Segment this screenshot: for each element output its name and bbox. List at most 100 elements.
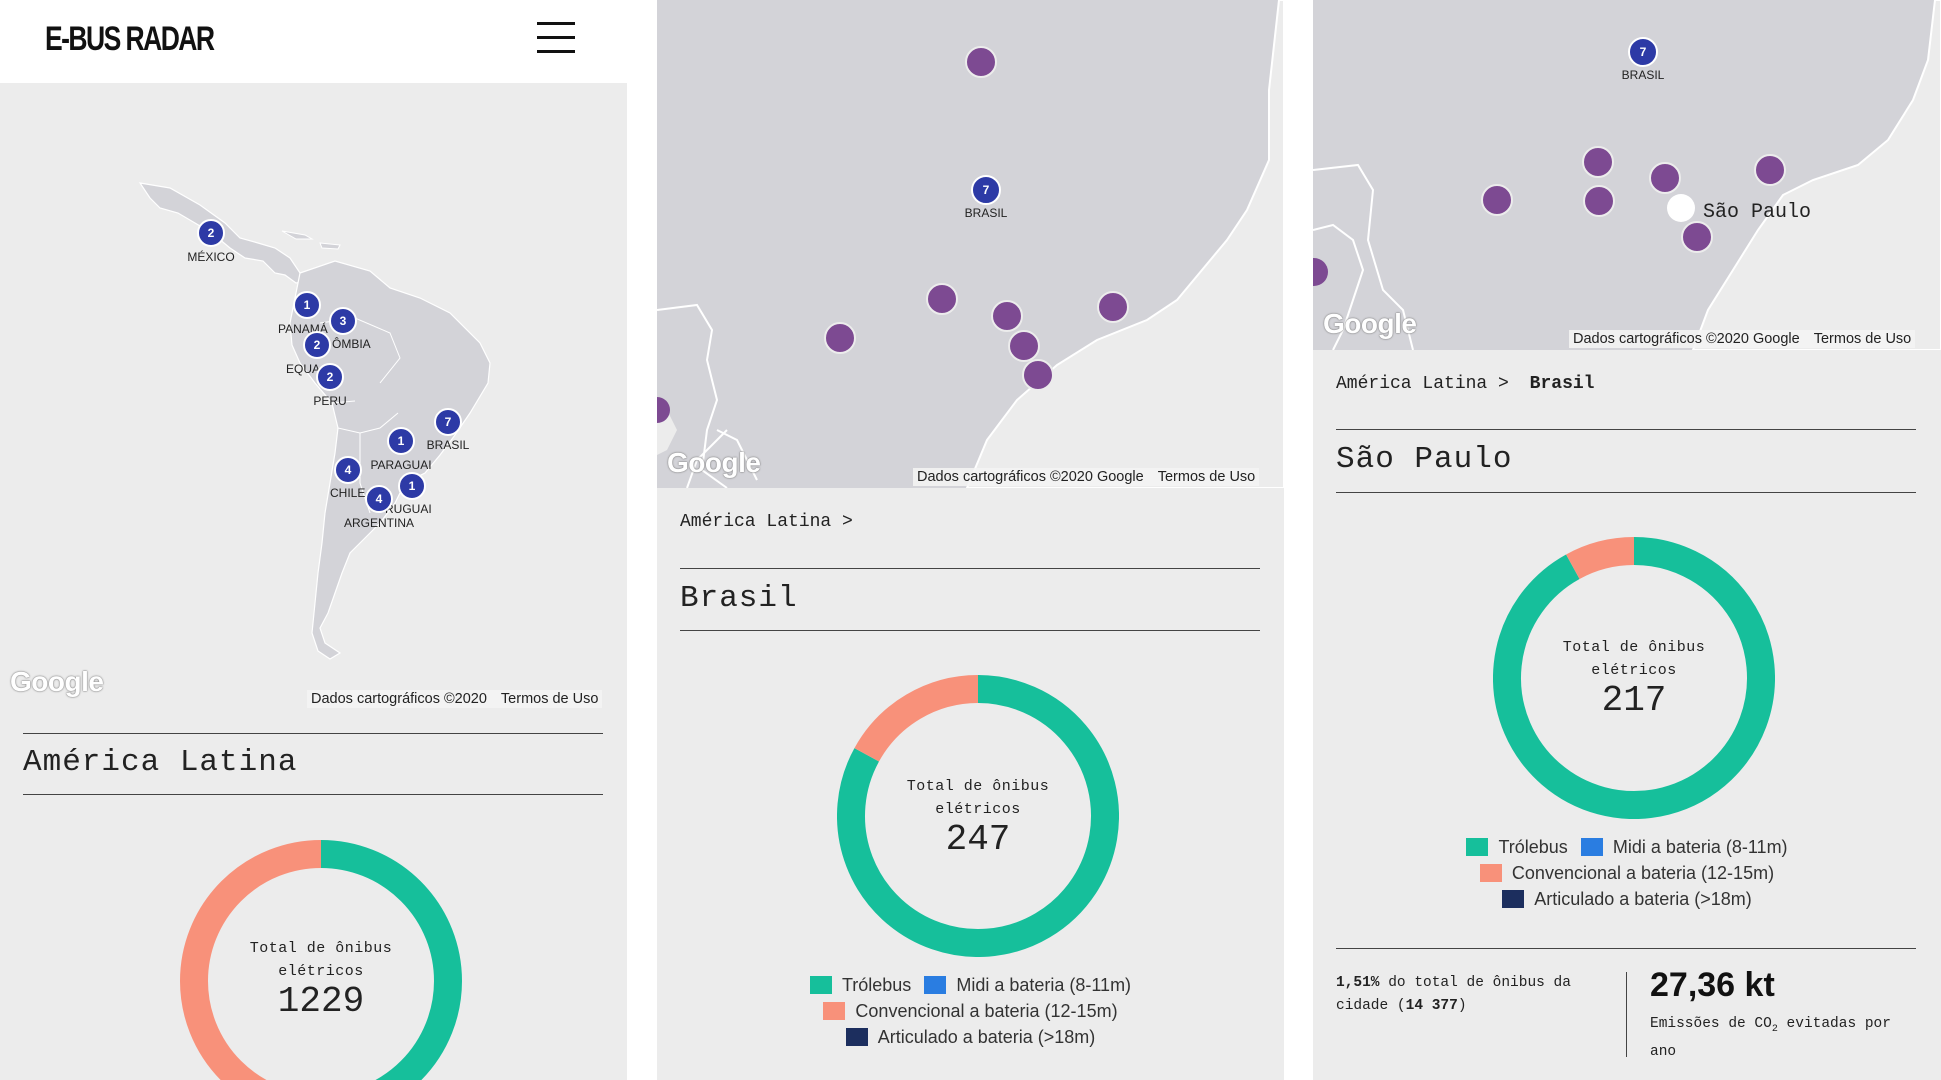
emissions-label-text: evitadas por [1777, 1016, 1891, 1032]
svg-text:CHILE: CHILE [330, 486, 365, 500]
emissions-value: 27,36 kt [1650, 966, 1775, 1004]
emissions-label-text: Emissões de CO [1650, 1016, 1772, 1032]
top-bar: E-BUS RADAR [0, 0, 627, 83]
app-logo[interactable]: E-BUS RADAR [45, 20, 215, 58]
pin-peru[interactable]: 2 PERU [313, 363, 347, 408]
donut-chart [180, 840, 462, 1080]
donut-slice-trolebus[interactable] [320, 840, 462, 1080]
pin-mexico[interactable]: 2 MÉXICO [187, 219, 235, 264]
legend-item-trolebus[interactable]: Trólebus [1466, 837, 1568, 858]
fleet-total: 14 377 [1405, 998, 1458, 1014]
city-dot[interactable] [657, 397, 670, 423]
panel-brasil: 7 BRASIL Google Dados cartográficos ©202… [657, 0, 1284, 1080]
selected-city-marker[interactable]: São Paulo [1667, 194, 1811, 224]
donut-label: elétricos [1591, 662, 1677, 679]
donut-center: Total de ônibus elétricos 1229 [221, 937, 421, 1021]
donut-slice-trolebus[interactable] [837, 675, 1119, 957]
donut-label: Total de ônibus [906, 778, 1050, 795]
terms-link[interactable]: Termos de Uso [1157, 469, 1256, 485]
map-latin-america[interactable]: 2 MÉXICO 1 PANAMÁ 3 ÔMBIA 2 EQUA 2 P [0, 83, 627, 723]
legend-swatch [1479, 864, 1502, 882]
legend-item-midi[interactable]: Midi a bateria (8-11m) [1580, 837, 1788, 858]
emissions-label-text: ano [1650, 1043, 1677, 1060]
divider [23, 733, 603, 734]
city-dot[interactable] [1097, 291, 1129, 323]
map-brasil[interactable]: 7 BRASIL Google Dados cartográficos ©202… [657, 0, 1284, 488]
svg-text:PARAGUAI: PARAGUAI [370, 458, 431, 472]
city-dot[interactable] [1022, 359, 1054, 391]
pin-argentina[interactable]: 4 ARGENTINA [344, 485, 414, 530]
hamburger-menu-icon[interactable] [537, 20, 577, 54]
map-attribution-text: Dados cartográficos ©2020 [311, 691, 487, 707]
donut-label: Total de ônibus [249, 940, 393, 957]
legend-item-articulado[interactable]: Articulado a bateria (>18m) [845, 1027, 1095, 1048]
breadcrumb-root[interactable]: América Latina [1336, 374, 1488, 394]
city-dot[interactable] [1583, 185, 1615, 217]
city-dot[interactable] [1481, 184, 1513, 216]
svg-text:2: 2 [208, 226, 215, 240]
map-sao-paulo[interactable]: São Paulo 7 BRASIL Google Dados cartográ… [1313, 0, 1941, 350]
donut-label: Total de ônibus [1562, 639, 1706, 656]
pin-chile[interactable]: 4 CHILE [330, 456, 365, 500]
terms-link[interactable]: Termos de Uso [1813, 331, 1912, 347]
city-dot[interactable] [1313, 258, 1328, 286]
donut-slice-trolebus[interactable] [1493, 537, 1775, 819]
legend-item-convencional[interactable]: Convencional a bateria (12-15m) [823, 1001, 1118, 1022]
legend-swatch [1466, 838, 1489, 856]
pin-colombia[interactable]: 3 ÔMBIA [329, 307, 371, 351]
legend-item-midi[interactable]: Midi a bateria (8-11m) [924, 975, 1131, 996]
city-dot[interactable] [1681, 221, 1713, 253]
pin-paraguai[interactable]: 1 PARAGUAI [370, 427, 432, 472]
legend-swatch [845, 1028, 868, 1046]
panel-america-latina: E-BUS RADAR 2 MÉXICO [0, 0, 627, 1080]
page-title: América Latina [23, 745, 298, 780]
city-dot[interactable] [965, 46, 997, 78]
svg-text:EQUA: EQUA [286, 362, 320, 376]
legend-swatch [823, 1002, 846, 1020]
city-dot[interactable] [1008, 330, 1040, 362]
donut-slice-convencional[interactable] [1566, 537, 1635, 580]
svg-text:7: 7 [1640, 45, 1647, 59]
city-dot[interactable] [1754, 154, 1786, 186]
panel-sao-paulo: São Paulo 7 BRASIL Google Dados cartográ… [1313, 0, 1941, 1080]
svg-text:2: 2 [314, 338, 321, 352]
chart-legend: Trólebus Midi a bateria (8-11m) Convenci… [1313, 837, 1941, 915]
city-dot[interactable] [1582, 146, 1614, 178]
legend-swatch [1502, 890, 1525, 908]
divider [680, 568, 1260, 569]
pin-uruguai[interactable]: RUGUAI 1 [385, 472, 432, 516]
legend-swatch [1580, 838, 1603, 856]
svg-text:BRASIL: BRASIL [965, 206, 1008, 220]
page-title: São Paulo [1336, 442, 1513, 477]
pin-brasil[interactable]: 7 BRASIL [965, 175, 1008, 220]
pin-brasil[interactable]: 7 BRASIL [1622, 37, 1665, 82]
map-attribution: Dados cartográficos ©2020 Google Termos d… [1569, 330, 1916, 348]
city-dot[interactable] [926, 283, 958, 315]
donut-slice-convencional[interactable] [180, 840, 322, 1080]
legend-item-convencional[interactable]: Convencional a bateria (12-15m) [1479, 863, 1774, 884]
breadcrumb-current[interactable]: Brasil [1529, 374, 1595, 394]
svg-text:BRASIL: BRASIL [1622, 68, 1665, 82]
breadcrumb: América Latina > [680, 512, 853, 532]
pin-panama[interactable]: 1 PANAMÁ [278, 291, 328, 336]
page-title: Brasil [680, 581, 798, 616]
svg-text:3: 3 [340, 314, 347, 328]
fleet-share-stat: 1,51% do total de ônibus da cidade (14 3… [1336, 972, 1601, 1018]
legend-label: Convencional a bateria (12-15m) [855, 1001, 1118, 1021]
breadcrumb-root[interactable]: América Latina [680, 512, 832, 532]
city-dot[interactable] [1649, 162, 1681, 194]
pin-brasil[interactable]: 7 BRASIL [427, 408, 470, 452]
svg-text:1: 1 [398, 434, 405, 448]
pin-equador[interactable]: 2 EQUA [286, 331, 331, 376]
divider [1336, 429, 1916, 430]
donut-slice-convencional[interactable] [854, 675, 979, 762]
map-attribution-text: Dados cartográficos ©2020 Google [917, 469, 1144, 485]
city-dot[interactable] [824, 322, 856, 354]
legend-item-trolebus[interactable]: Trólebus [809, 975, 911, 996]
breadcrumb-separator: > [842, 512, 853, 532]
legend-item-articulado[interactable]: Articulado a bateria (>18m) [1502, 889, 1752, 910]
svg-text:São Paulo: São Paulo [1703, 201, 1811, 224]
terms-link[interactable]: Termos de Uso [500, 691, 599, 707]
city-dot[interactable] [991, 300, 1023, 332]
fleet-share-text: ) [1457, 998, 1467, 1014]
